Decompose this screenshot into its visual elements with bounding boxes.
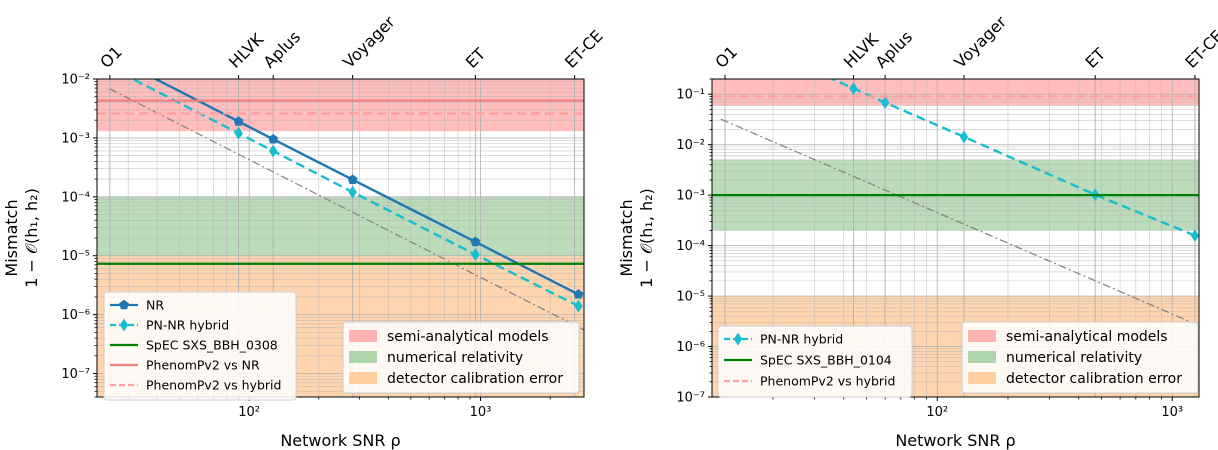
detector-label: ET (462, 44, 490, 72)
x-axis-title: Network SNR ρ (280, 431, 400, 450)
legend-box (103, 291, 297, 401)
series-pn-nr-hybrid (130, 79, 583, 313)
series-nr (153, 79, 584, 299)
band-0 (712, 79, 1199, 106)
legend-label: detector calibration error (387, 371, 563, 387)
y-tick-label: 10⁻⁵ (676, 290, 705, 305)
legend-label: PhenomPv2 vs NR (146, 358, 260, 373)
legend-box (961, 321, 1199, 394)
reference-line (720, 118, 1199, 327)
data-point (471, 247, 480, 261)
y-axis-title-line2: 1 − 𝒪(h₁, h₂) (22, 188, 41, 288)
detector-label: Aplus (260, 27, 305, 72)
x-axis-title: Network SNR ρ (895, 431, 1015, 450)
y-tick-label: 10⁻⁷ (676, 391, 705, 406)
series-line (153, 79, 580, 296)
legend-series: NR PN-NR hybrid SpEC SXS_BBH_0308 PhenomPv2… (103, 291, 297, 401)
data-point (347, 174, 358, 184)
x-tick-label: 10² (238, 405, 260, 420)
x-tick-label: 10³ (470, 405, 492, 420)
legend-label: SpEC SXS_BBH_0308 (146, 338, 278, 353)
series-line (130, 79, 580, 308)
data-point (234, 126, 243, 140)
y-axis-title-line2: 1 − 𝒪(h₁, h₂) (637, 188, 656, 288)
data-point (268, 134, 279, 144)
reference-line (109, 88, 584, 331)
plot-area (712, 79, 1199, 397)
legend-swatch (968, 351, 996, 363)
legend-swatch (349, 372, 377, 384)
detector-label: ET (1082, 44, 1110, 72)
data-point (233, 116, 244, 126)
detector-label: Voyager (339, 12, 399, 72)
chart-panel-2: 10² 10³ 10⁻⁷ 10⁻⁶ 10⁻⁵ 10⁻⁴ 10⁻³ 10⁻² 10⁻¹ O1 HLVK… (617, 12, 1218, 450)
legend-swatch (968, 372, 996, 384)
y-tick-label: 10⁻² (61, 73, 90, 88)
legend-label: PhenomPv2 vs hybrid (146, 378, 281, 393)
legend-label: NR (146, 298, 164, 313)
detector-label: Aplus (872, 27, 917, 72)
legend-series: PN-NR hybrid SpEC SXS_BBH_0104 PhenomPv2 v… (717, 325, 913, 398)
detector-label: ET-CE (561, 26, 607, 72)
y-tick-label: 10⁻⁶ (676, 340, 705, 355)
legend-label: PN-NR hybrid (760, 332, 843, 347)
legend-box (717, 325, 913, 398)
x-tick-label: 10³ (1161, 405, 1183, 420)
y-tick-label: 10⁻¹ (676, 88, 705, 103)
detector-label: O1 (711, 42, 741, 72)
data-point (470, 236, 481, 247)
legend-swatch (349, 351, 377, 363)
legend-label: numerical relativity (1006, 350, 1142, 366)
axes-frame (711, 78, 1200, 398)
data-point (574, 299, 583, 313)
detector-label: Voyager (950, 12, 1010, 72)
y-tick-label: 10⁻⁴ (676, 239, 705, 254)
legend-marker (119, 318, 129, 332)
legend-marker (733, 332, 743, 346)
legend-label: semi-analytical models (387, 329, 549, 345)
y-tick-label: 10⁻² (676, 138, 705, 153)
y-axis-title-line1: Mismatch (617, 199, 636, 276)
chart-panel-1: 10² 10³ 10⁻⁷ 10⁻⁶ 10⁻⁵ 10⁻⁴ 10⁻³ 10⁻² O1 HLVKAplu… (2, 12, 607, 450)
y-tick-label: 10⁻³ (61, 131, 90, 146)
y-tick-label: 10⁻⁶ (61, 308, 90, 323)
x-tick-label: 10² (926, 405, 948, 420)
y-tick-label: 10⁻⁴ (61, 190, 90, 205)
y-tick-label: 10⁻³ (676, 189, 705, 204)
legend-label: detector calibration error (1006, 371, 1182, 387)
data-point (348, 185, 357, 199)
detector-label: ET-CE (1181, 26, 1218, 72)
data-point (573, 289, 584, 299)
detector-label: O1 (96, 42, 126, 72)
data-point (849, 81, 858, 95)
y-axis-title-line1: Mismatch (2, 199, 21, 276)
data-point (1190, 229, 1199, 243)
data-point (880, 96, 890, 110)
data-point (268, 144, 278, 158)
detector-label: HLVK (225, 29, 268, 72)
legend-swatch (349, 330, 377, 342)
series-line (829, 79, 1196, 237)
legend-bands: semi-analytical models numerical relativi… (961, 321, 1199, 394)
legend-bands: semi-analytical models numerical relativi… (342, 321, 580, 394)
legend-box (342, 321, 580, 394)
legend-label: SpEC SXS_BBH_0104 (760, 353, 892, 368)
data-point (959, 130, 969, 144)
y-tick-label: 10⁻⁵ (61, 249, 90, 264)
legend-label: numerical relativity (387, 350, 523, 366)
legend-marker (119, 299, 129, 310)
band-0 (97, 79, 584, 132)
detector-label: HLVK (840, 29, 883, 72)
legend-swatch (968, 330, 996, 342)
legend-label: PN-NR hybrid (146, 318, 229, 333)
legend-label: semi-analytical models (1006, 329, 1168, 345)
legend-label: PhenomPv2 vs hybrid (760, 374, 895, 389)
y-tick-label: 10⁻⁷ (61, 367, 90, 382)
